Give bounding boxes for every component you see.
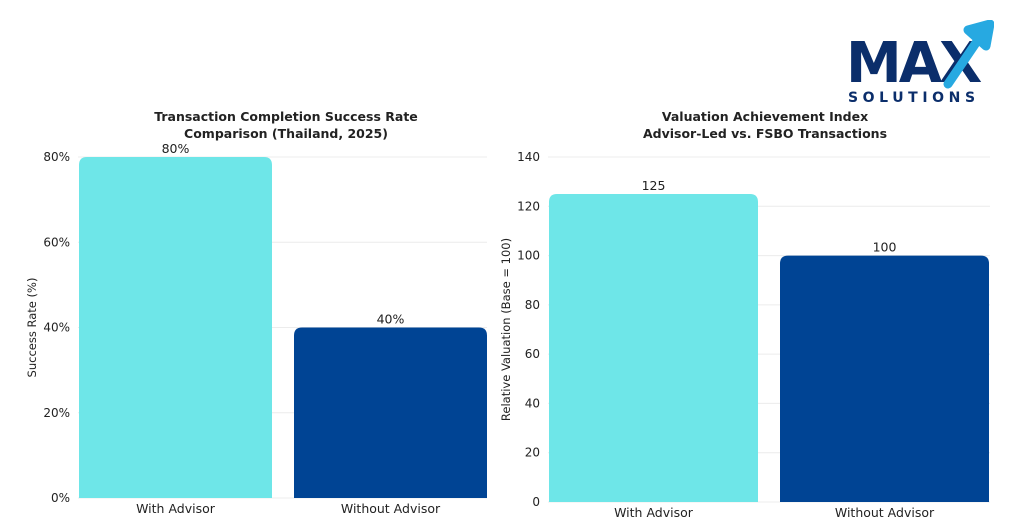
bar-value-label: 80% — [162, 141, 190, 156]
chart-title-line: Comparison (Thailand, 2025) — [184, 126, 388, 141]
y-tick-label: 40 — [525, 396, 540, 410]
bar-value-label: 125 — [642, 178, 666, 193]
bar-value-label: 40% — [377, 312, 405, 327]
chart-title-line: Advisor-Led vs. FSBO Transactions — [643, 126, 887, 141]
bar-without-advisor — [294, 327, 487, 498]
bar-with-advisor — [549, 193, 758, 502]
x-tick-label: With Advisor — [136, 501, 216, 516]
chart-title-line: Valuation Achievement Index — [662, 109, 868, 124]
x-tick-label: With Advisor — [614, 505, 694, 517]
y-tick-label: 60% — [43, 235, 70, 249]
y-tick-label: 120 — [517, 199, 540, 213]
y-tick-label: 40% — [43, 321, 70, 335]
x-tick-label: Without Advisor — [835, 505, 935, 517]
y-tick-label: 20% — [43, 406, 70, 420]
y-tick-label: 100 — [517, 249, 540, 263]
x-tick-label: Without Advisor — [341, 501, 441, 516]
success-rate-chart: 0% 20% 40% 60% 80% Transaction Completion Suc… — [25, 109, 487, 516]
valuation-index-chart: 0 20 40 60 80 100 120 140 Valuation Achievement … — [499, 109, 990, 517]
logo-subtext: SOLUTIONS — [848, 90, 980, 106]
y-tick-label: 20 — [525, 446, 540, 460]
chart-title-line: Transaction Completion Success Rate — [154, 109, 418, 124]
y-axis-label: Relative Valuation (Base = 100) — [499, 238, 513, 421]
y-axis-label: Success Rate (%) — [25, 278, 39, 378]
y-tick-label: 0% — [51, 491, 70, 505]
bar-with-advisor — [79, 157, 272, 498]
max-solutions-logo: MAX SOLUTIONS — [846, 20, 994, 106]
logo-arrow-icon — [943, 20, 994, 89]
y-tick-label: 60 — [525, 347, 540, 361]
bar-without-advisor — [780, 255, 989, 502]
y-tick-label: 0 — [532, 495, 540, 509]
y-tick-label: 80% — [43, 150, 70, 164]
y-tick-label: 80 — [525, 298, 540, 312]
bar-value-label: 100 — [873, 240, 897, 255]
y-tick-label: 140 — [517, 150, 540, 164]
